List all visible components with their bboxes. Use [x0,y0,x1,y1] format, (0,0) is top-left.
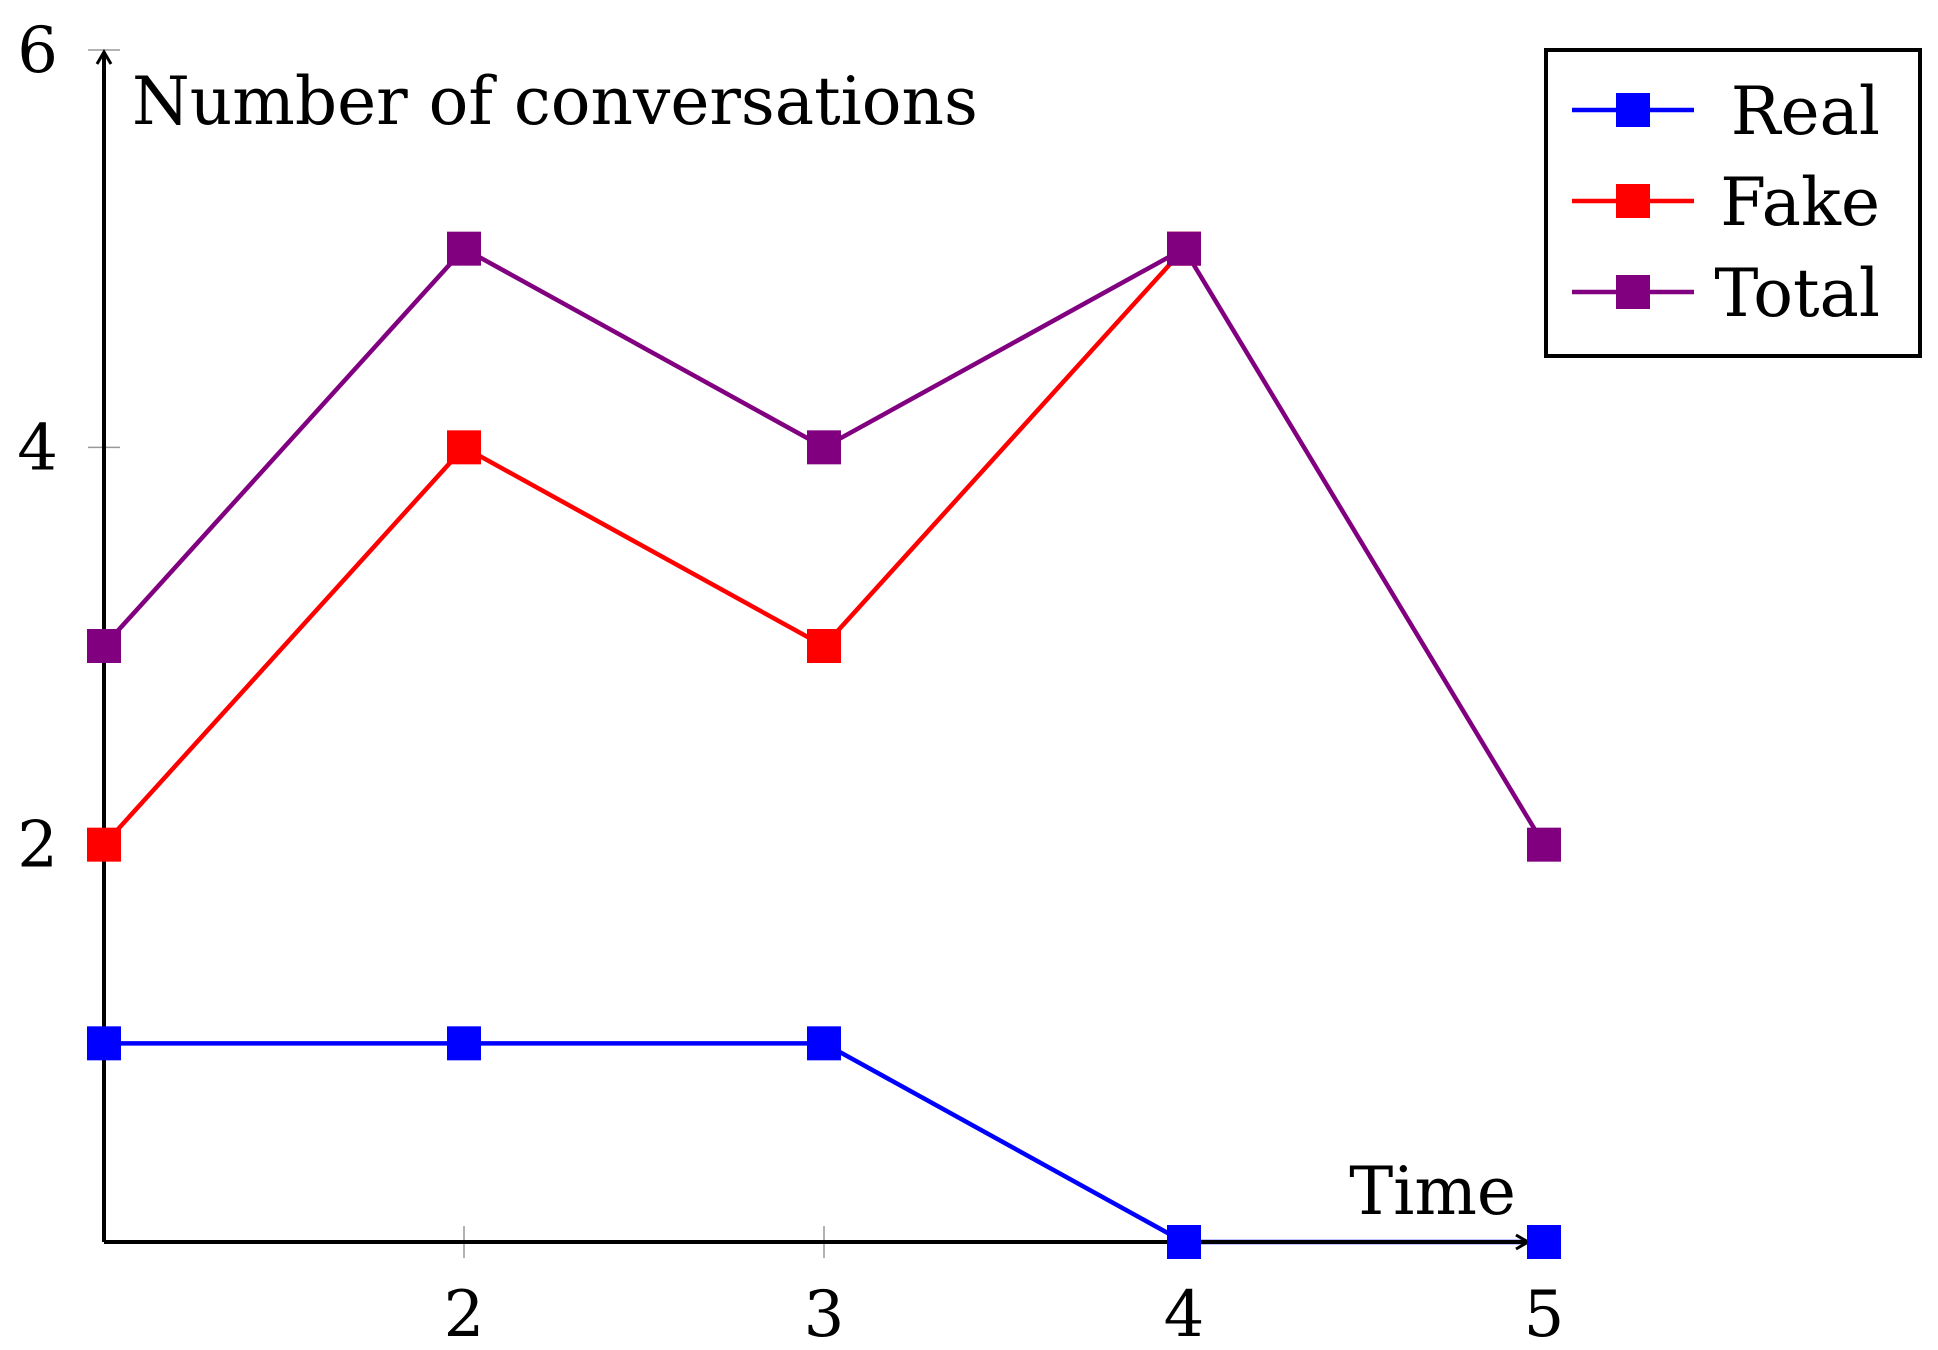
data-point-real [807,1026,841,1061]
series-line-real [104,1041,1544,1245]
x-tick-label: 4 [1164,1278,1205,1350]
legend-label-total: Total [1714,255,1880,332]
data-point-real [1527,1225,1561,1259]
y-tick-label: 6 [17,14,58,88]
legend-marker-real [1616,93,1650,127]
legend-marker-total [1616,275,1650,309]
data-point-total [1527,827,1561,862]
data-point-total [447,231,481,266]
data-point-real [1167,1225,1201,1259]
series-line-fake [102,247,1186,847]
series-group [102,245,1546,1245]
x-axis-label: Time [1349,1153,1516,1230]
axis-ticks: 2 3 4 5 2 4 6 [17,14,1564,1350]
data-point-real [87,1026,121,1061]
data-point-fake [447,430,481,465]
data-point-total [87,629,121,663]
legend: Real Fake Total [1544,48,1922,358]
x-tick-label: 2 [444,1278,485,1350]
y-tick-label: 4 [17,411,58,485]
data-point-fake [87,827,121,862]
y-tick-label: 2 [17,809,58,883]
data-point-total [807,430,841,465]
legend-label-fake: Fake [1720,164,1880,241]
data-point-total [1167,231,1201,266]
x-tick-label: 3 [804,1278,845,1350]
series-line-total [102,245,1546,846]
series-markers [87,231,1561,1259]
legend-marker-fake [1616,184,1650,218]
data-point-fake [807,629,841,663]
x-tick-label: 5 [1524,1278,1565,1350]
legend-label-real: Real [1731,73,1880,150]
data-point-real [447,1026,481,1061]
y-axis-label: Number of conversations [132,63,978,140]
